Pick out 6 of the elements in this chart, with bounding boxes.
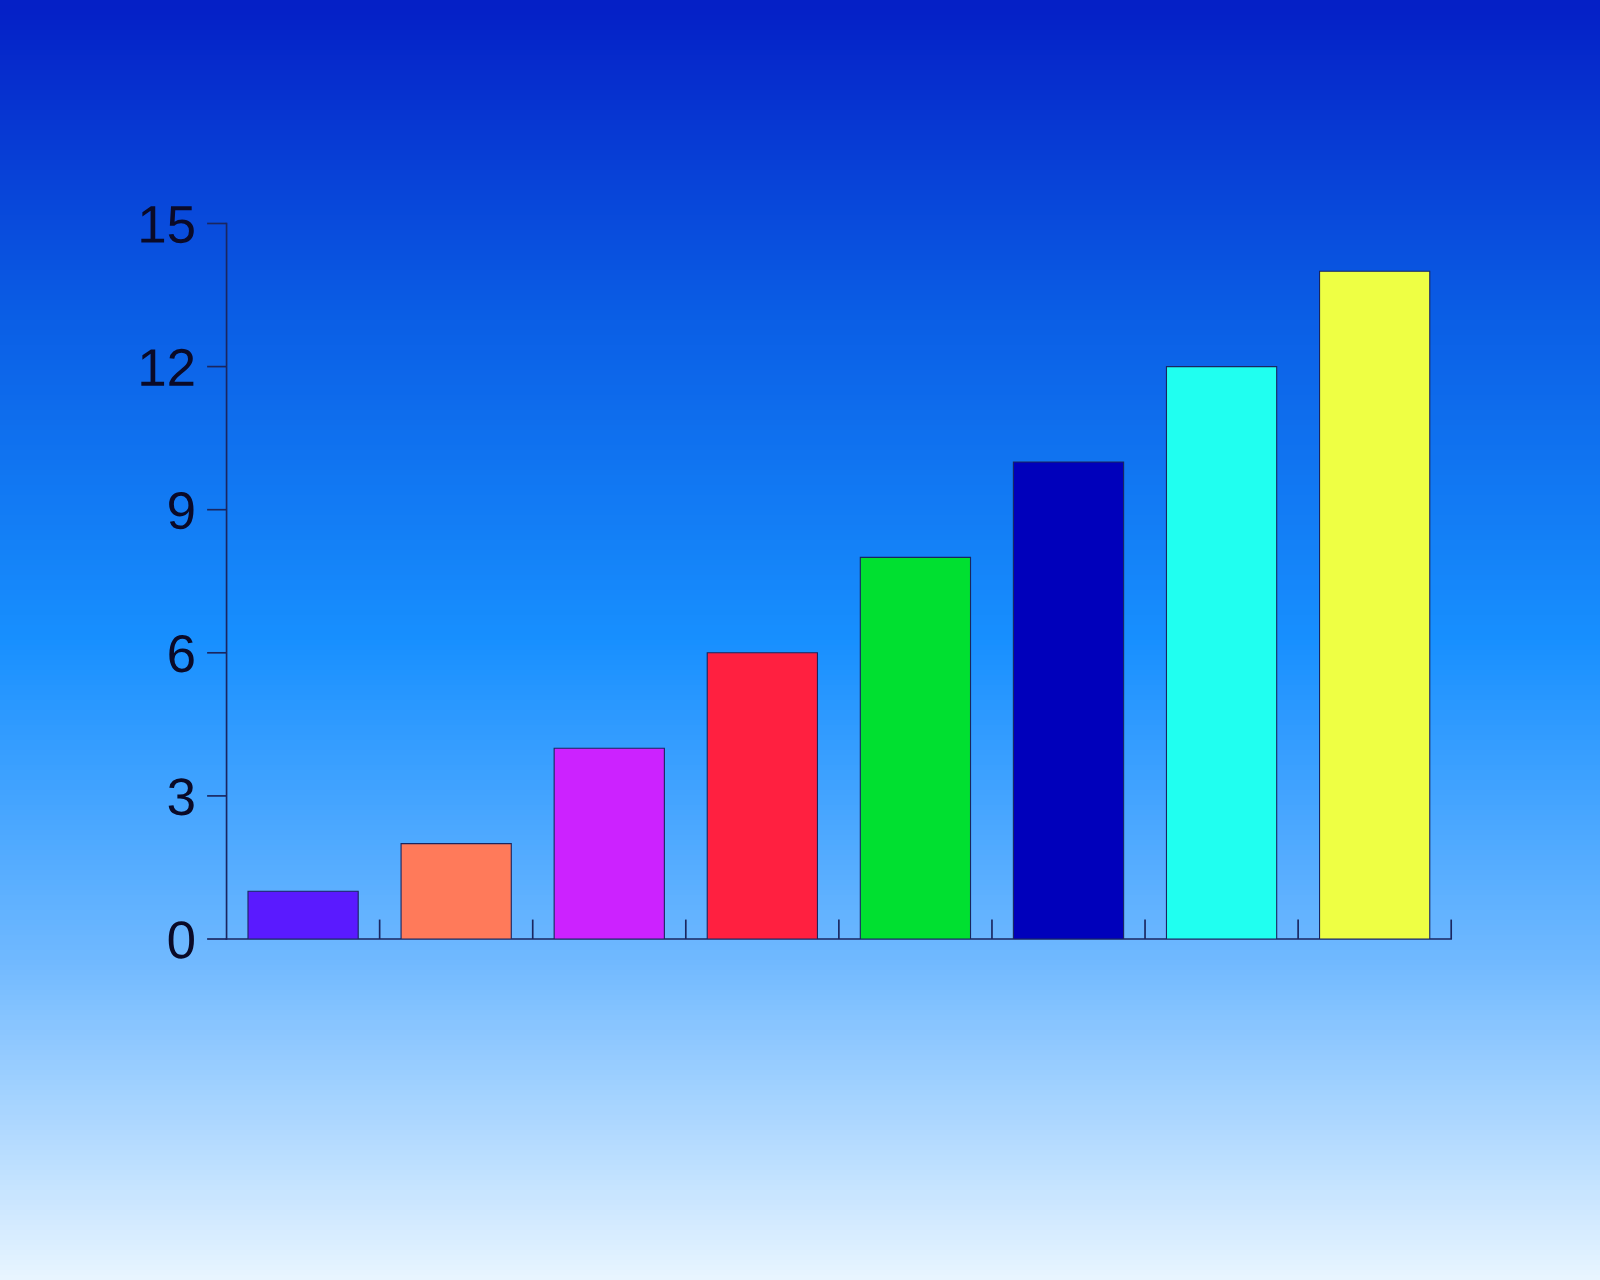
y-tick-label: 3 xyxy=(168,778,194,816)
y-tick-label: 0 xyxy=(168,921,194,959)
y-tick-label: 6 xyxy=(169,635,194,673)
y-tick-label: 15 xyxy=(141,206,194,244)
y-tick-label: 12 xyxy=(141,348,194,386)
y-tick-label: 9 xyxy=(169,491,194,530)
